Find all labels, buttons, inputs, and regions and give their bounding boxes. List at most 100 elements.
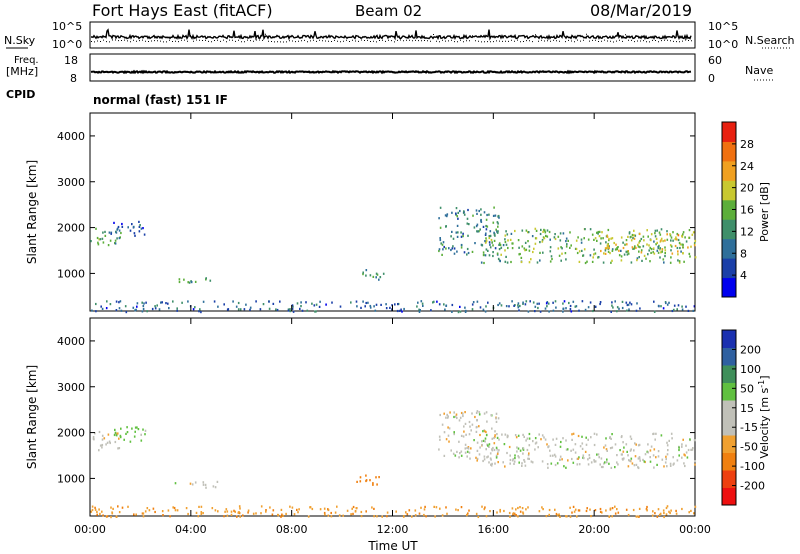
echo-cell xyxy=(98,508,100,511)
echo-cell xyxy=(509,454,511,457)
echo-cell xyxy=(508,511,511,515)
echo-cell xyxy=(291,307,294,310)
echo-cell xyxy=(524,249,526,252)
echo-cell xyxy=(514,457,516,460)
echo-cell xyxy=(513,512,516,515)
echo-cell xyxy=(117,447,119,450)
echo-cell xyxy=(565,466,567,469)
echo-cell xyxy=(543,436,545,439)
echo-cell xyxy=(660,251,662,254)
echo-cell xyxy=(134,234,136,237)
echo-cell xyxy=(661,248,664,251)
echo-cell xyxy=(539,251,541,254)
echo-cell xyxy=(577,236,579,239)
echo-cell xyxy=(311,507,314,511)
echo-cell xyxy=(546,443,548,446)
echo-cell xyxy=(187,512,189,516)
echo-cell xyxy=(677,304,680,307)
echo-cell xyxy=(627,465,630,468)
echo-cell xyxy=(115,434,118,437)
echo-cell xyxy=(622,246,625,250)
echo-cell xyxy=(553,236,556,239)
echo-cell xyxy=(104,230,106,233)
echo-cell xyxy=(108,440,111,443)
echo-cell xyxy=(473,439,475,442)
echo-cell xyxy=(679,243,682,246)
echo-cell xyxy=(102,231,104,234)
echo-cell xyxy=(497,215,499,218)
echo-cell xyxy=(630,437,633,440)
echo-cell xyxy=(641,259,643,262)
echo-cell xyxy=(90,510,93,513)
echo-cell xyxy=(665,455,667,458)
echo-cell xyxy=(168,307,170,310)
echo-cell xyxy=(664,249,667,252)
echo-cell xyxy=(497,451,499,454)
echo-cell xyxy=(496,448,498,451)
echo-cell xyxy=(604,249,607,252)
echo-cell xyxy=(528,437,531,440)
echo-cell xyxy=(498,248,501,251)
velocity-colorbar-tick-label: -200 xyxy=(740,480,765,493)
echo-cell xyxy=(653,466,655,469)
echo-cell xyxy=(487,249,489,252)
velocity-colorbar-swatch xyxy=(722,452,736,471)
echo-cell xyxy=(334,511,337,514)
echo-cell xyxy=(463,251,466,254)
echo-region xyxy=(362,269,385,281)
echo-cell xyxy=(528,249,531,252)
velocity-plot-frame xyxy=(89,317,696,517)
echo-cell xyxy=(636,257,639,260)
echo-cell xyxy=(369,274,372,277)
echo-cell xyxy=(194,481,197,484)
echo-cell xyxy=(544,307,547,310)
echo-cell xyxy=(421,302,424,305)
echo-cell xyxy=(627,454,629,457)
echo-cell xyxy=(360,510,363,514)
echo-cell xyxy=(535,441,538,444)
echo-cell xyxy=(382,272,385,275)
echo-cell xyxy=(634,245,636,248)
echo-cell xyxy=(653,300,655,303)
echo-cell xyxy=(670,245,673,248)
echo-cell xyxy=(552,309,555,312)
echo-cell xyxy=(655,432,657,435)
echo-cell xyxy=(593,459,595,462)
echo-cell xyxy=(596,453,598,456)
echo-cell xyxy=(682,243,684,246)
echo-cell xyxy=(300,305,302,308)
echo-cell xyxy=(367,301,369,304)
echo-cell xyxy=(488,213,490,216)
noise-trace xyxy=(91,28,692,43)
echo-cell xyxy=(635,463,638,466)
echo-cell xyxy=(659,256,661,259)
echo-cell xyxy=(165,302,167,305)
echo-cell xyxy=(554,300,557,303)
echo-cell xyxy=(541,239,544,242)
echo-cell xyxy=(435,506,438,509)
echo-cell xyxy=(285,512,287,515)
echo-cell xyxy=(662,307,665,310)
echo-cell xyxy=(578,250,581,253)
echo-cell xyxy=(489,243,491,246)
echo-cell xyxy=(596,239,598,242)
echo-cell xyxy=(523,435,525,438)
echo-cell xyxy=(405,511,407,514)
echo-cell xyxy=(127,226,129,229)
echo-cell xyxy=(554,233,556,236)
echo-cell xyxy=(450,248,452,252)
echo-cell xyxy=(371,506,373,509)
echo-cell xyxy=(330,511,332,515)
echo-cell xyxy=(463,425,465,428)
echo-cell xyxy=(638,457,641,460)
echo-cell xyxy=(649,449,652,452)
echo-cell xyxy=(625,250,628,253)
echo-cell xyxy=(91,309,93,312)
echo-cell xyxy=(482,459,484,463)
echo-cell xyxy=(488,235,491,238)
echo-cell xyxy=(271,513,274,516)
echo-cell xyxy=(692,309,695,312)
echo-cell xyxy=(114,242,117,245)
echo-cell xyxy=(178,280,181,284)
